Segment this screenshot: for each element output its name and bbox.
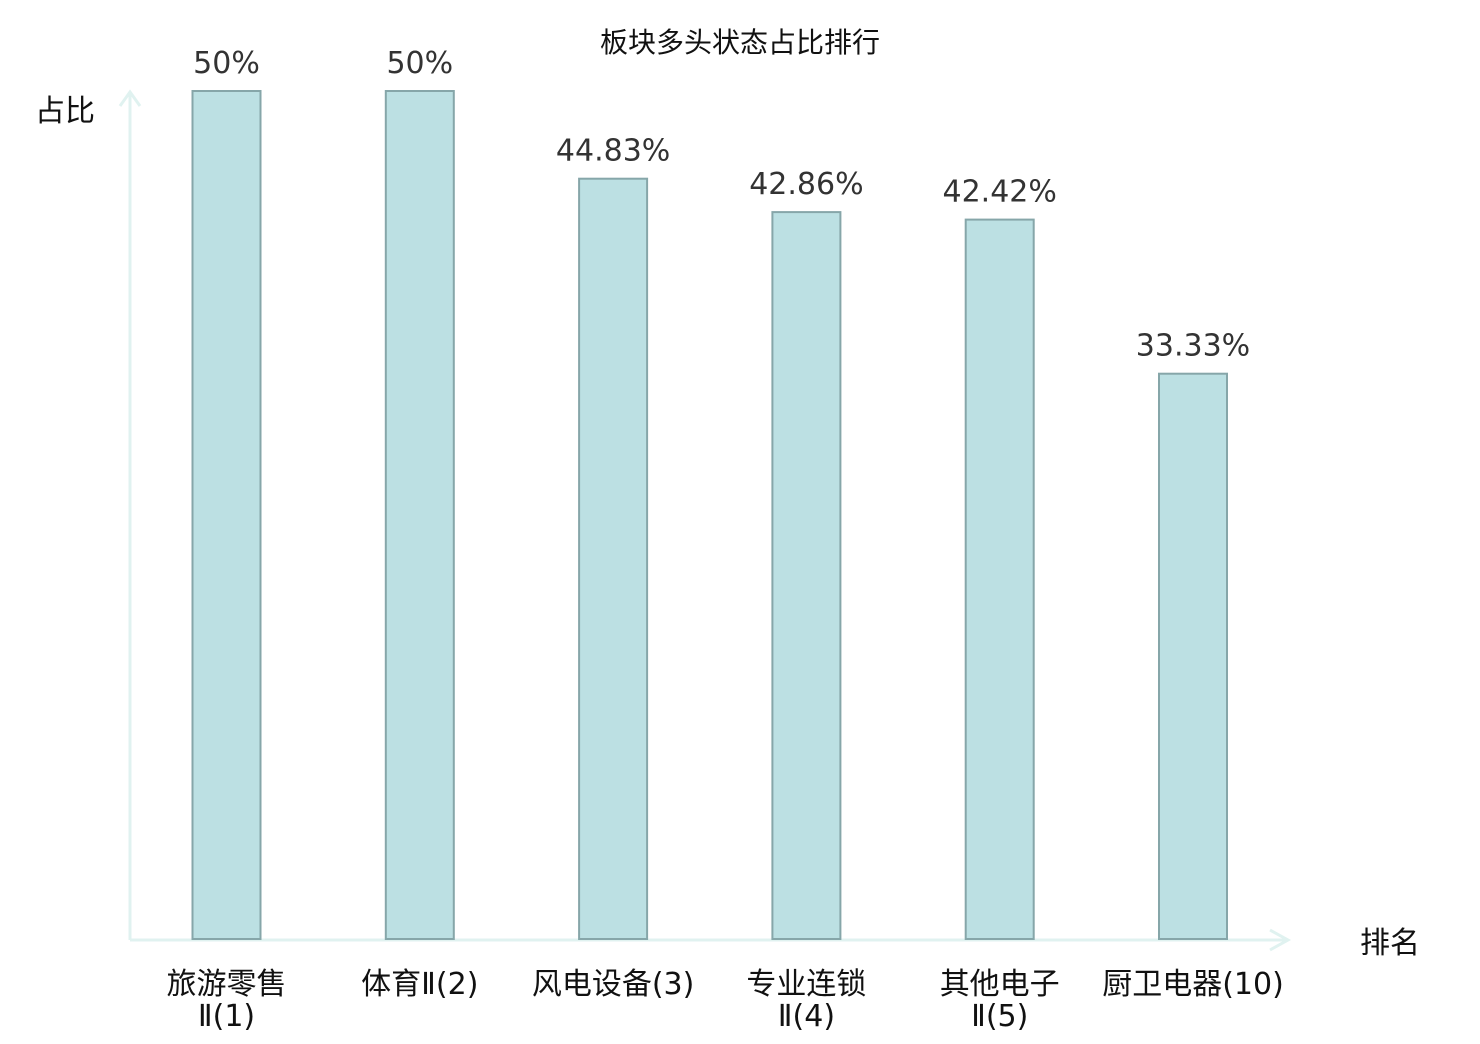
value-label-5: 42.42%: [943, 175, 1057, 210]
x-axis-arrow: [1269, 928, 1292, 952]
category-label-line: 体育Ⅱ(2): [361, 967, 478, 1002]
category-label-2: 体育Ⅱ(2): [361, 967, 478, 1002]
category-label-line: 其他电子: [940, 967, 1060, 1002]
category-label-line: 风电设备(3): [532, 967, 695, 1002]
bar-1: [191, 90, 262, 940]
category-label-line: Ⅱ(1): [198, 999, 255, 1034]
bar-3: [578, 177, 649, 940]
category-label-1: 旅游零售 Ⅱ(1): [167, 967, 287, 1034]
y-axis-title: 占比: [35, 94, 95, 129]
category-label-line: 厨卫电器(10): [1102, 967, 1284, 1002]
y-axis-arrow: [118, 89, 142, 107]
bars: [191, 90, 1228, 941]
bar-5: [964, 218, 1035, 941]
category-label-5: 其他电子 Ⅱ(5): [940, 967, 1060, 1034]
category-label-line: Ⅱ(4): [778, 999, 835, 1034]
bar-6: [1158, 372, 1228, 940]
x-axis-title: 排名: [1360, 926, 1420, 961]
value-label-3: 44.83%: [556, 134, 670, 169]
value-label-6: 33.33%: [1136, 329, 1250, 364]
value-label-2: 50%: [386, 46, 453, 81]
bar-2: [384, 90, 455, 940]
category-label-line: 旅游零售: [167, 967, 287, 1002]
bar-4: [771, 211, 842, 941]
value-label-4: 42.86%: [749, 167, 863, 202]
category-label-4: 专业连锁 Ⅱ(4): [746, 967, 866, 1034]
value-label-1: 50%: [193, 46, 260, 81]
category-label-line: 专业连锁: [746, 967, 866, 1002]
category-label-3: 风电设备(3): [532, 967, 695, 1002]
category-label-6: 厨卫电器(10): [1102, 967, 1284, 1002]
category-labels: 旅游零售 Ⅱ(1) 体育Ⅱ(2) 风电设备(3) 专业连锁 Ⅱ(4) 其他电子 Ⅱ(5) 厨卫电…: [167, 967, 1284, 1034]
axes: [118, 89, 1292, 952]
chart-title: 板块多头状态占比排行: [600, 26, 880, 59]
value-labels: 50% 50% 44.83% 42.86% 42.42% 33.33%: [193, 46, 1250, 364]
category-label-line: Ⅱ(5): [971, 999, 1028, 1034]
